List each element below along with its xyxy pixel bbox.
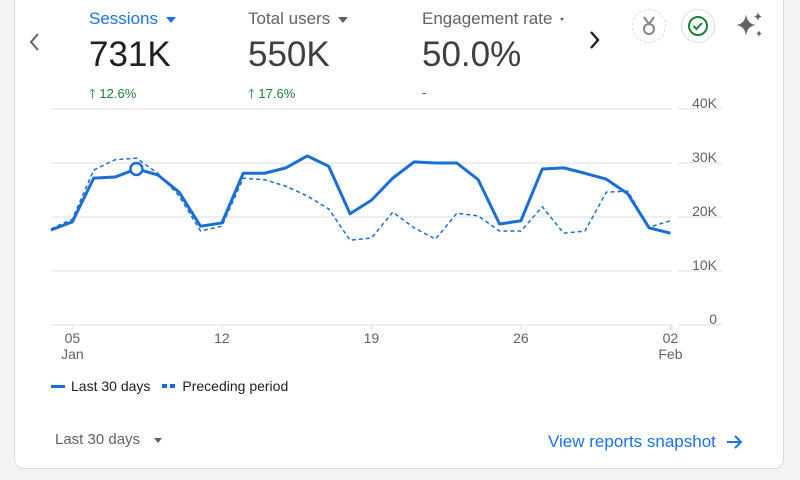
metric-total-users[interactable]: Total users 550K 🡑 17.6% bbox=[248, 9, 349, 107]
dropdown-icon[interactable] bbox=[165, 16, 176, 23]
chart-legend: Last 30 days Preceding period bbox=[51, 378, 288, 394]
x-tick-day: 02 bbox=[662, 330, 679, 346]
x-tick-label: 26 bbox=[501, 330, 541, 346]
metric-value: 550K bbox=[248, 35, 330, 74]
arrow-up-icon: 🡑 bbox=[248, 86, 255, 101]
link-label: View reports snapshot bbox=[548, 432, 716, 451]
metric-label: Total users bbox=[248, 9, 331, 28]
x-tick-day: 05 bbox=[64, 330, 81, 346]
date-range-dropdown[interactable]: Last 30 days bbox=[55, 431, 163, 448]
x-tick-label: 12 bbox=[202, 330, 242, 346]
metric-value: 50.0% bbox=[422, 35, 522, 74]
metric-label: Sessions bbox=[89, 9, 158, 28]
metric-delta: - bbox=[422, 85, 427, 100]
metric-sessions[interactable]: Sessions 731K 🡑 12.6% bbox=[89, 9, 176, 107]
legend-solid-swatch bbox=[51, 384, 65, 388]
x-tick-day: 26 bbox=[513, 330, 529, 346]
view-reports-snapshot-link[interactable]: View reports snapshot bbox=[548, 432, 744, 452]
sessions-overview-card: Sessions 731K 🡑 12.6% Total users 550K 🡑… bbox=[14, 0, 784, 469]
x-tick-day: 19 bbox=[363, 330, 380, 346]
dropdown-icon[interactable] bbox=[338, 16, 349, 23]
sparkle-button[interactable] bbox=[735, 11, 765, 46]
x-tick-label: 02 Feb bbox=[650, 330, 690, 362]
dropdown-icon bbox=[154, 437, 163, 443]
insights-check-button[interactable] bbox=[681, 9, 715, 43]
y-tick-label: 0 bbox=[709, 311, 717, 327]
metric-engagement-rate[interactable]: Engagement rate 50.0% - bbox=[422, 9, 582, 100]
metric-delta: 12.6% bbox=[99, 86, 137, 101]
arrow-right-icon bbox=[726, 435, 743, 449]
metric-label: Engagement rate bbox=[422, 9, 553, 28]
y-tick-label: 30K bbox=[692, 149, 717, 165]
sessions-line-chart bbox=[50, 108, 722, 331]
x-tick-month: Feb bbox=[658, 346, 683, 362]
legend-dashed-swatch bbox=[170, 384, 176, 388]
metric-value: 731K bbox=[89, 35, 171, 74]
next-metrics-button[interactable] bbox=[587, 29, 601, 56]
legend-dashed-swatch bbox=[162, 384, 168, 388]
y-tick-label: 20K bbox=[692, 203, 717, 219]
x-tick-label: 19 bbox=[351, 330, 391, 346]
prev-metrics-button[interactable] bbox=[27, 29, 41, 60]
x-tick-month: Jan bbox=[61, 346, 84, 362]
arrow-up-icon: 🡑 bbox=[89, 86, 96, 101]
chevron-right-icon bbox=[590, 31, 600, 49]
check-circle-icon bbox=[688, 16, 708, 36]
series-line-last-30-days bbox=[50, 154, 671, 235]
dropdown-icon[interactable] bbox=[560, 18, 565, 22]
y-tick-label: 10K bbox=[692, 257, 717, 273]
medal-icon bbox=[643, 16, 655, 35]
series-line-preceding-period bbox=[50, 157, 671, 241]
y-tick-label: 40K bbox=[692, 95, 717, 111]
x-tick-day: 12 bbox=[214, 330, 230, 346]
legend-item-preceding-period: Preceding period bbox=[182, 378, 289, 394]
x-tick-label: 05 Jan bbox=[52, 330, 92, 362]
metric-delta: 17.6% bbox=[258, 86, 296, 101]
legend-item-last-30-days: Last 30 days bbox=[71, 378, 151, 394]
date-range-label: Last 30 days bbox=[55, 431, 141, 448]
medal-button[interactable] bbox=[632, 9, 666, 43]
sparkle-icon bbox=[736, 12, 762, 37]
highlight-point bbox=[129, 161, 144, 177]
chevron-left-icon bbox=[29, 33, 39, 51]
